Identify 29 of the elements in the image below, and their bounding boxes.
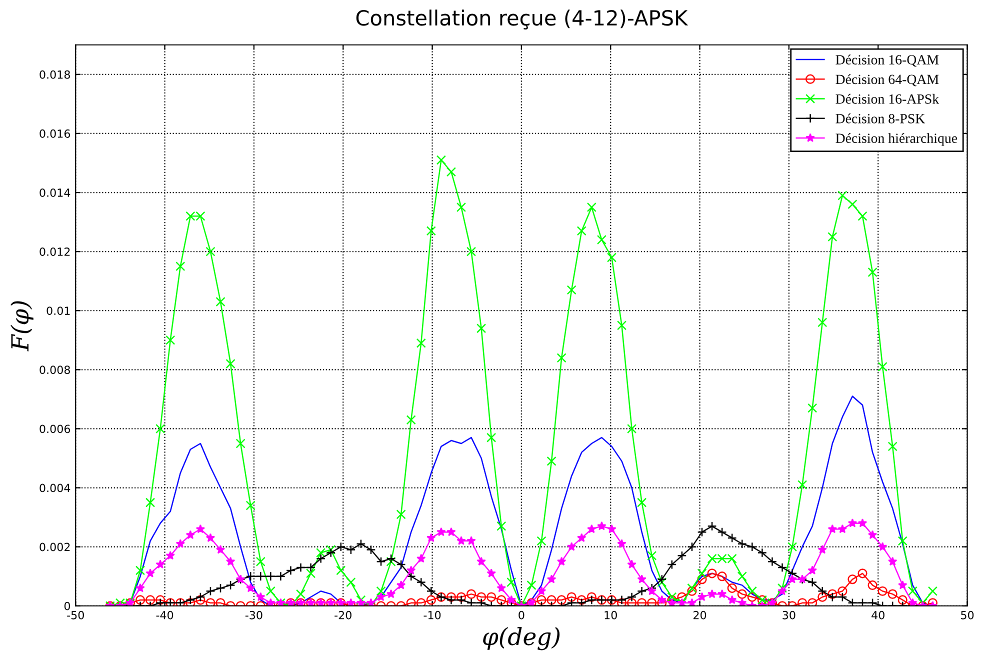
y-axis-title: F(φ) <box>10 301 34 352</box>
chart-title: Constellation reçue (4-12)-APSK <box>356 10 688 30</box>
y-tick-label: 0.002 <box>40 542 70 552</box>
y-tick-label: 0.01 <box>46 306 70 315</box>
x-tick-label: 20 <box>694 610 706 620</box>
x-axis-title: φ(deg) <box>483 627 560 650</box>
legend-label: Décision 16-QAM <box>836 54 939 67</box>
x-tick-label: -30 <box>245 610 262 620</box>
x-tick-label: 40 <box>872 610 884 620</box>
y-tick-label: 0.012 <box>40 248 70 256</box>
x-tick-label: -10 <box>424 610 441 620</box>
y-tick-label: 0.018 <box>40 70 70 79</box>
x-tick-label: 30 <box>782 610 796 620</box>
y-tick-label: 0.008 <box>40 366 70 374</box>
legend-label: Décision 8-PSK <box>836 114 926 124</box>
x-tick-label: 10 <box>604 610 617 620</box>
y-tick-label: 0.006 <box>40 424 70 434</box>
x-tick-label: 50 <box>961 610 974 620</box>
legend-label: Décision hiérarchique <box>836 133 958 146</box>
x-tick-label: -20 <box>334 610 352 620</box>
legend-label: Décision 64-QAM <box>836 74 939 86</box>
y-tick-label: 0.004 <box>40 484 70 492</box>
x-tick-label: -40 <box>156 610 174 620</box>
y-tick-label: 0.016 <box>40 129 70 138</box>
y-tick-label: 0.014 <box>40 188 70 197</box>
legend-label: Décision 16-APSk <box>836 94 940 104</box>
y-tick-label: 0 <box>64 602 70 610</box>
x-tick-label: 0 <box>518 610 524 620</box>
x-tick-label: -50 <box>67 610 84 620</box>
